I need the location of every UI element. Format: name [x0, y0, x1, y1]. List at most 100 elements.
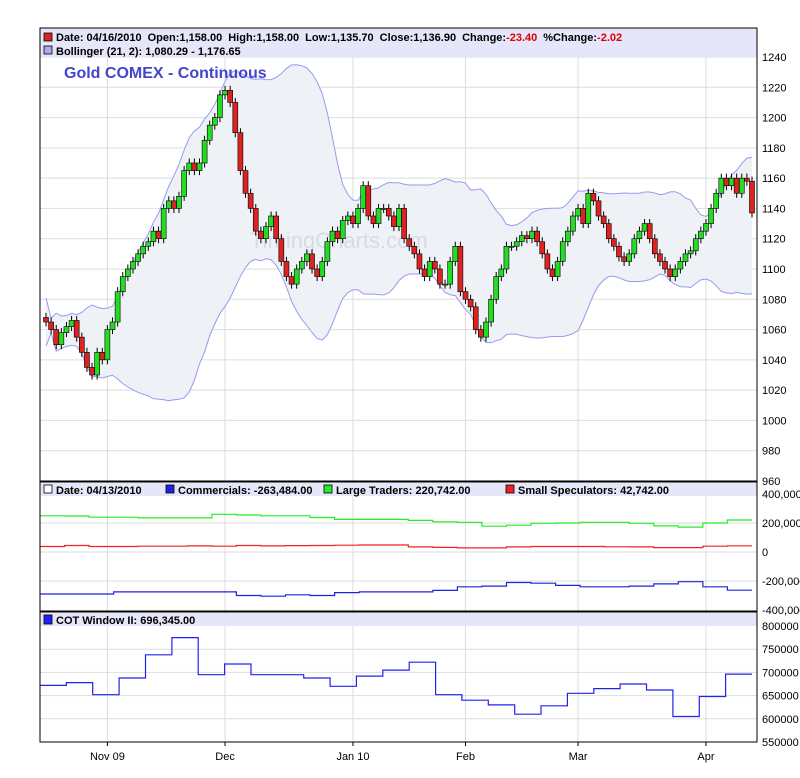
cot-y-tick-label: 0 — [762, 547, 768, 559]
candle — [89, 367, 95, 376]
candle — [171, 200, 177, 209]
candle — [478, 329, 484, 338]
candle — [626, 253, 633, 262]
candle — [631, 238, 638, 255]
candle — [718, 177, 725, 194]
candle — [421, 268, 428, 277]
candle — [247, 192, 254, 209]
cot-window-ii-line — [40, 637, 752, 718]
cot-window-line — [40, 637, 752, 718]
chart-title: Gold COMEX - Continuous — [64, 65, 267, 82]
cot-y-tick-label: -400,000 — [762, 605, 800, 617]
commercials-line — [40, 581, 752, 597]
candle — [258, 230, 264, 240]
candle — [657, 253, 663, 262]
candle — [406, 238, 413, 247]
candle — [472, 306, 479, 330]
candle — [53, 329, 60, 346]
cot-window-legend: COT Window II: 696,345.00 — [56, 615, 195, 627]
candle — [611, 238, 617, 247]
cot-y-tick-label: 400,000 — [762, 489, 800, 501]
candle — [672, 268, 679, 277]
candle — [462, 291, 469, 300]
candle — [396, 208, 402, 227]
candle — [738, 177, 745, 194]
candle — [217, 94, 223, 118]
candle — [708, 208, 714, 224]
candle — [744, 177, 750, 182]
candle — [682, 253, 689, 262]
small-speculators-line — [40, 544, 752, 549]
price-legend-swatch — [43, 32, 53, 42]
large-traders-legend: Large Traders: 220,742.00 — [336, 485, 471, 497]
candle — [355, 208, 361, 224]
candle — [375, 208, 382, 224]
window-swatch — [43, 614, 53, 625]
candle — [345, 215, 351, 221]
candle — [288, 276, 295, 285]
x-tick-label: Mar — [569, 751, 588, 763]
candle — [104, 329, 111, 361]
candle — [160, 208, 167, 240]
legend-line1: Date: 04/16/2010 Open:1,158.00 High:1,158.… — [56, 32, 622, 44]
window-y-tick-label: 800000 — [762, 621, 799, 633]
window-legend-bg — [40, 613, 757, 626]
candle — [206, 124, 213, 141]
candle — [524, 235, 530, 240]
candle — [621, 256, 627, 262]
candle — [503, 245, 510, 270]
price-y-tick-label: 1020 — [762, 385, 786, 397]
candle — [109, 321, 116, 330]
candle — [575, 208, 581, 217]
candle — [125, 268, 131, 277]
price-y-tick-label: 1140 — [762, 203, 786, 215]
candle — [600, 215, 607, 224]
candle — [749, 180, 755, 214]
candle — [48, 321, 54, 330]
candle — [319, 261, 326, 277]
x-tick-label: Apr — [697, 751, 714, 763]
candle — [309, 253, 315, 270]
candle — [99, 351, 106, 361]
candle — [283, 261, 290, 277]
candle — [391, 215, 397, 227]
candle — [703, 223, 709, 232]
candle — [488, 298, 494, 323]
price-y-tick-label: 1080 — [762, 294, 786, 306]
candle — [370, 215, 377, 224]
candle — [401, 208, 407, 240]
candle — [79, 336, 85, 353]
candle — [339, 220, 346, 240]
candle — [580, 208, 586, 224]
candle — [518, 235, 525, 243]
candle — [662, 261, 668, 270]
candle — [416, 253, 423, 270]
candle — [155, 230, 162, 240]
candle — [605, 223, 612, 240]
bollinger-band-fill — [46, 64, 752, 401]
axes: Nov 09 Dec Jan 10 Feb Mar Apr 960 980 1000 1020 10… — [90, 52, 800, 763]
price-legend-bg — [40, 28, 757, 57]
x-tick-label: Nov 09 — [90, 751, 125, 763]
candle — [385, 208, 392, 217]
candle — [232, 102, 239, 134]
candle — [130, 261, 136, 270]
candle — [467, 298, 474, 308]
candle — [447, 261, 453, 285]
window-y-tick-label: 550000 — [762, 737, 799, 749]
candle — [380, 208, 387, 210]
candle — [334, 230, 341, 240]
window-y-tick-label: 750000 — [762, 644, 799, 656]
candle — [191, 162, 198, 171]
candle — [534, 230, 540, 243]
candle — [73, 320, 80, 338]
price-y-tick-label: 1040 — [762, 355, 786, 367]
window-y-tick-label: 600000 — [762, 714, 799, 726]
price-y-tick-label: 1000 — [762, 415, 786, 427]
candle — [585, 192, 592, 224]
bollinger-legend-swatch — [43, 45, 53, 55]
bollinger-upper — [45, 64, 753, 320]
candle — [539, 241, 546, 255]
candle — [549, 268, 556, 277]
candle — [150, 230, 157, 243]
